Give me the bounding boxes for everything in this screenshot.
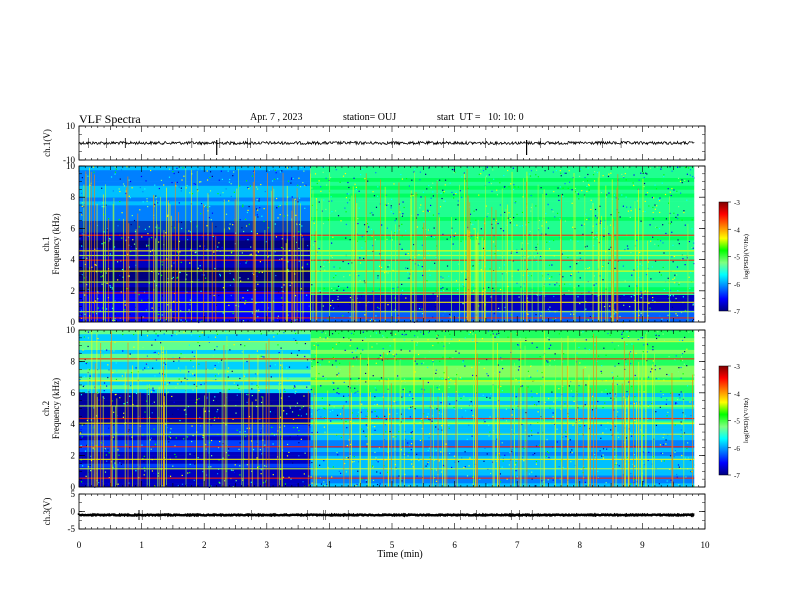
narrowband-line <box>79 311 695 313</box>
narrowband-line <box>79 317 695 319</box>
narrowband-line <box>79 281 695 283</box>
colorbar-tick-label: -7 <box>734 472 740 480</box>
narrowband-line <box>79 405 695 407</box>
y-tick-label: 10 <box>66 325 76 335</box>
x-tick-label: 1 <box>139 540 144 550</box>
y-tick-label: 10 <box>66 161 76 171</box>
colorbar-tick-label: -6 <box>734 281 740 289</box>
narrowband-line <box>79 340 695 343</box>
colorbar <box>718 201 729 312</box>
y-tick-label: 4 <box>71 419 76 429</box>
colorbar-tick-label: -4 <box>734 226 740 234</box>
x-tick-label: 5 <box>390 540 395 550</box>
colorbar-label: log(PSD)(V²/Hz) <box>743 234 750 279</box>
panels-layer <box>77 125 706 530</box>
narrowband-line <box>79 270 695 272</box>
x-axis-label: Time (min) <box>377 549 422 560</box>
x-tick-label: 6 <box>452 540 457 550</box>
narrowband-line <box>79 380 695 382</box>
narrowband-line <box>79 234 695 236</box>
narrowband-line <box>79 433 695 435</box>
y-tick-label: 4 <box>71 255 76 265</box>
x-ticks-1 <box>78 166 706 322</box>
y-tick-label: 2 <box>71 451 76 461</box>
date-label: Apr. 7 , 2023 <box>250 112 303 123</box>
narrowband-line <box>79 422 695 424</box>
x-tick-label: 8 <box>578 540 583 550</box>
y-axis-label: ch.1(V) <box>42 129 52 157</box>
narrowband-line <box>79 468 695 470</box>
ch1-colorbar: -3 -4 -5 -6 -7 log(PSD)(V²/Hz) <box>718 199 750 316</box>
x-ticks-3 <box>78 494 706 529</box>
y-axis-label: Frequency (kHz) <box>51 378 61 439</box>
x-tick-labels: 0 1 2 3 4 5 6 7 8 9 10 <box>77 540 710 550</box>
y-axis-1: 0 2 4 6 8 10 ch.1 Frequency (kHz) <box>41 161 705 327</box>
x-tick-label: 10 <box>701 540 711 550</box>
waveform-trace <box>77 512 695 518</box>
x-tick-label: 7 <box>515 540 520 550</box>
colorbar-tick-label: -6 <box>734 445 740 453</box>
colorbar-tick-label: -4 <box>734 390 740 398</box>
x-tick-label: 9 <box>640 540 645 550</box>
y-tick-label: 0 <box>71 317 76 327</box>
y-axis-label: ch.1 <box>41 236 51 251</box>
x-tick-label: 3 <box>265 540 270 550</box>
narrowband-line <box>79 292 695 294</box>
start-time-label: start UT = 10: 10: 0 <box>437 112 524 123</box>
colorbar-tick-label: -7 <box>734 308 740 316</box>
station-label: station= OUJ <box>343 112 397 123</box>
x-tick-label: 0 <box>77 540 82 550</box>
y-axis-3: 5 0 -5 ch.3(V) <box>42 489 705 534</box>
y-axis-label: Frequency (kHz) <box>51 213 61 274</box>
colorbar-tick-label: -5 <box>734 254 740 262</box>
ch2-spectrogram-panel <box>78 329 706 488</box>
y-tick-label: 8 <box>71 356 76 366</box>
ch2-colorbar: -3 -4 -5 -6 -7 log(PSD)(V²/Hz) <box>718 363 750 480</box>
narrowband-line <box>79 259 695 261</box>
colorbar-tick-label: -3 <box>734 363 740 371</box>
y-tick-label: 10 <box>66 121 76 131</box>
y-axis-0: 10 -10 ch.1(V) <box>42 121 705 165</box>
colorbar-label: log(PSD)(V²/Hz) <box>743 398 750 443</box>
x-ticks-2 <box>78 330 706 487</box>
x-ticks-0 <box>78 126 706 160</box>
y-tick-label: 2 <box>71 286 76 296</box>
chart-title: VLF Spectra <box>79 112 141 126</box>
y-axis-label: ch.2 <box>41 401 51 416</box>
y-tick-label: 8 <box>71 192 76 202</box>
narrowband-line <box>79 254 695 257</box>
y-tick-label: 0 <box>71 507 76 517</box>
narrowband-line <box>79 446 695 448</box>
y-tick-label: 5 <box>71 489 76 499</box>
x-tick-label: 2 <box>202 540 207 550</box>
narrowband-line <box>79 458 695 460</box>
narrowband-line <box>79 417 695 420</box>
y-tick-label: 0 <box>71 482 76 492</box>
narrowband-line <box>79 477 695 479</box>
narrowband-line <box>79 358 695 360</box>
y-tick-label: 6 <box>71 223 76 233</box>
colorbar <box>718 365 729 476</box>
waveform-trace <box>78 140 695 146</box>
y-tick-label: 6 <box>71 388 76 398</box>
y-axis-2: 0 2 4 6 8 10 ch.2 Frequency (kHz) <box>41 325 705 492</box>
ch1-spectrogram-panel <box>78 165 706 324</box>
colorbar-tick-label: -3 <box>734 199 740 207</box>
x-tick-label: 4 <box>327 540 332 550</box>
narrowband-line <box>79 301 695 303</box>
y-tick-label: -10 <box>63 155 75 165</box>
y-axis-label: ch.3(V) <box>42 498 52 526</box>
y-tick-label: -5 <box>68 524 76 534</box>
colorbar-tick-label: -5 <box>734 418 740 426</box>
narrowband-line <box>79 250 695 252</box>
